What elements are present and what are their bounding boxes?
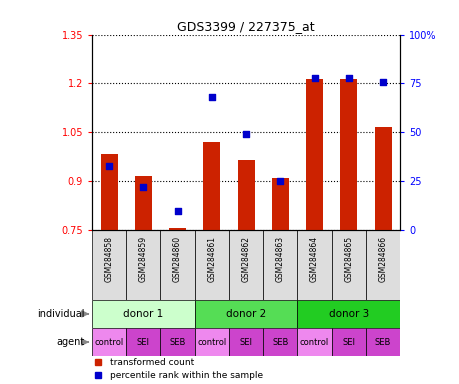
Bar [169,228,186,230]
Bar [374,127,391,230]
Text: GSM284863: GSM284863 [275,236,284,282]
Text: individual: individual [37,309,84,319]
Text: control: control [299,338,329,347]
Point [276,178,283,184]
Text: GSM284866: GSM284866 [378,236,387,282]
Text: transformed count: transformed count [110,358,194,367]
Bar [92,300,194,328]
Point [105,162,112,169]
Bar [194,328,229,356]
Text: agent: agent [56,337,84,347]
Bar [263,328,297,356]
Point [379,78,386,84]
Bar [331,328,365,356]
Bar [237,160,254,230]
Text: SEI: SEI [341,338,354,347]
Point [140,184,147,190]
Bar [297,230,331,300]
Bar [203,142,220,230]
Bar [229,230,263,300]
Text: control: control [94,338,123,347]
Point [344,74,352,81]
Bar [365,328,399,356]
Text: GSM284860: GSM284860 [173,236,182,282]
Text: GSM284859: GSM284859 [139,236,147,282]
Bar [263,230,297,300]
Bar [92,328,126,356]
Text: GSM284861: GSM284861 [207,236,216,282]
Bar [92,230,126,300]
Text: GSM284865: GSM284865 [344,236,353,282]
Text: donor 3: donor 3 [328,309,368,319]
Point [174,207,181,214]
Text: SEI: SEI [137,338,150,347]
Bar [365,230,399,300]
Text: SEI: SEI [239,338,252,347]
Bar [101,154,118,230]
Bar [126,328,160,356]
Point [242,131,249,137]
Bar [297,300,399,328]
Bar [194,300,297,328]
Bar [271,178,288,230]
Bar [126,230,160,300]
Bar [134,176,151,230]
Text: donor 2: donor 2 [225,309,266,319]
Text: GSM284864: GSM284864 [309,236,319,282]
Title: GDS3399 / 227375_at: GDS3399 / 227375_at [177,20,314,33]
Text: donor 1: donor 1 [123,309,163,319]
Bar [160,328,194,356]
Bar [160,230,194,300]
Point [310,74,318,81]
Text: GSM284858: GSM284858 [104,236,113,282]
Bar [297,328,331,356]
Text: SEB: SEB [169,338,185,347]
Bar [340,79,357,230]
Bar [305,79,322,230]
Bar [194,230,229,300]
Text: SEB: SEB [374,338,391,347]
Text: percentile rank within the sample: percentile rank within the sample [110,371,263,380]
Text: SEB: SEB [272,338,288,347]
Text: GSM284862: GSM284862 [241,236,250,282]
Text: control: control [197,338,226,347]
Bar [229,328,263,356]
Point [208,94,215,100]
Bar [331,230,365,300]
